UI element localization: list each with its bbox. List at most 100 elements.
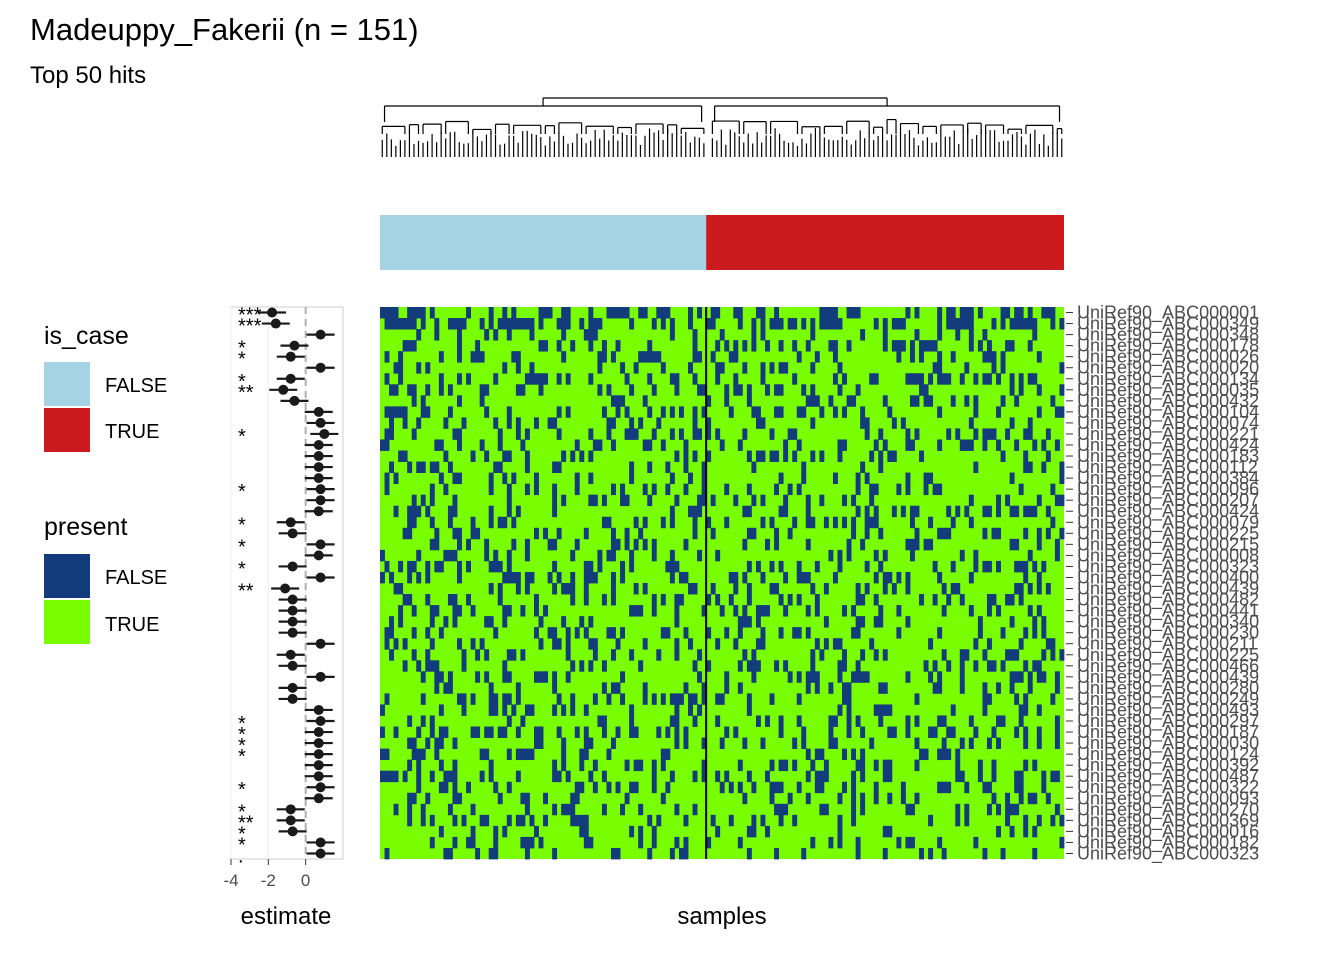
heatmap-cell xyxy=(384,351,390,363)
heatmap-cell xyxy=(407,792,413,805)
heatmap-cell xyxy=(873,373,879,385)
heatmap-cell xyxy=(805,770,811,783)
heatmap-cell xyxy=(574,814,580,827)
heatmap-cell xyxy=(416,759,422,772)
heatmap-cell xyxy=(1045,527,1051,540)
heatmap-cell xyxy=(434,527,440,540)
heatmap-cell xyxy=(751,318,757,330)
heatmap-cell xyxy=(683,726,689,738)
heatmap-cell xyxy=(611,439,616,451)
estimate-point xyxy=(313,506,324,517)
heatmap-cell xyxy=(751,660,757,672)
heatmap-cell xyxy=(701,461,707,473)
estimate-point xyxy=(315,329,326,340)
heatmap-cell xyxy=(656,814,662,827)
heatmap-cell xyxy=(543,307,548,319)
heatmap-cell xyxy=(457,538,462,551)
heatmap-cell xyxy=(583,748,589,761)
heatmap-cell xyxy=(692,505,698,518)
heatmap-cell xyxy=(470,351,476,363)
heatmap-cell xyxy=(873,759,879,772)
heatmap-cell xyxy=(434,605,440,617)
heatmap-cell xyxy=(982,649,988,661)
heatmap-cell xyxy=(814,638,820,650)
heatmap-cell xyxy=(683,737,689,749)
heatmap-cell xyxy=(470,825,476,838)
heatmap-cell xyxy=(488,472,494,485)
heatmap-cell xyxy=(842,605,847,617)
heatmap-cell xyxy=(678,406,684,418)
heatmap-cell xyxy=(928,638,934,650)
heatmap-cell xyxy=(792,759,798,772)
heatmap-cell xyxy=(837,671,843,683)
heatmap-cell xyxy=(1018,792,1024,805)
heatmap-cell xyxy=(611,583,616,595)
estimate-point xyxy=(313,550,324,561)
heatmap-cell xyxy=(715,428,721,440)
heatmap-cell xyxy=(724,671,730,683)
heatmap-cell xyxy=(878,527,884,540)
heatmap-cell xyxy=(724,384,730,396)
heatmap-cell xyxy=(425,362,431,374)
heatmap-cell xyxy=(520,439,526,451)
heatmap-cell xyxy=(851,803,857,816)
heatmap-cell xyxy=(986,351,992,363)
heatmap-cell xyxy=(746,616,752,628)
heatmap-cell xyxy=(869,483,875,496)
heatmap-cell xyxy=(678,428,684,440)
heatmap-cell xyxy=(1027,340,1033,352)
heatmap-cell xyxy=(973,638,979,650)
heatmap-cell xyxy=(660,406,666,418)
heatmap-cell xyxy=(887,450,893,462)
heatmap-cell xyxy=(470,693,476,705)
heatmap-cell xyxy=(968,715,974,727)
heatmap-cell xyxy=(447,682,453,694)
heatmap-cell xyxy=(746,847,752,860)
heatmap-cell xyxy=(923,472,929,485)
heatmap-cell xyxy=(937,682,943,694)
heatmap-cell xyxy=(959,549,965,562)
heatmap-cell xyxy=(733,351,739,363)
heatmap-cell xyxy=(986,660,992,672)
estimate-point xyxy=(285,373,296,384)
heatmap-cell xyxy=(647,461,653,473)
heatmap-cell xyxy=(665,627,671,639)
heatmap-cell xyxy=(760,417,766,429)
heatmap-cell xyxy=(402,340,408,352)
heatmap-cell xyxy=(629,605,635,617)
heatmap-cell xyxy=(647,340,653,352)
heatmap-cell xyxy=(982,682,988,694)
row-label: UniRef90_ABC000493 xyxy=(1077,700,1259,721)
heatmap-cell xyxy=(1054,682,1060,694)
heatmap-cell xyxy=(493,693,499,705)
heatmap-cell xyxy=(429,538,435,551)
heatmap-cell xyxy=(534,483,539,496)
heatmap-cell xyxy=(683,538,689,551)
heatmap-cell xyxy=(909,803,915,816)
heatmap-cell xyxy=(597,439,603,451)
heatmap-cell xyxy=(715,340,721,352)
heatmap-cell xyxy=(561,329,567,341)
heatmap-cell xyxy=(398,351,404,363)
heatmap-cell xyxy=(683,682,689,694)
heatmap-cell xyxy=(538,307,544,319)
heatmap-cell xyxy=(457,340,462,352)
heatmap-cell xyxy=(1000,715,1006,727)
heatmap-cell xyxy=(574,439,580,451)
heatmap-cell xyxy=(647,494,653,507)
heatmap-cell xyxy=(611,417,616,429)
heatmap-cell xyxy=(887,792,893,805)
heatmap-cell xyxy=(502,605,508,617)
row-labels: UniRef90_ABC000001UniRef90_ABC000349UniR… xyxy=(1066,303,1259,864)
heatmap-cell xyxy=(746,395,752,407)
heatmap-cell xyxy=(466,538,471,551)
heatmap-cell xyxy=(715,693,721,705)
heatmap-cell xyxy=(438,627,444,639)
heatmap-cell xyxy=(919,351,924,363)
heatmap-cell xyxy=(511,307,517,319)
heatmap-cell xyxy=(479,770,485,783)
significance-label: * xyxy=(238,338,246,360)
heatmap-cell xyxy=(629,384,635,396)
heatmap-cell xyxy=(556,638,562,650)
heatmap-cell xyxy=(959,737,965,749)
